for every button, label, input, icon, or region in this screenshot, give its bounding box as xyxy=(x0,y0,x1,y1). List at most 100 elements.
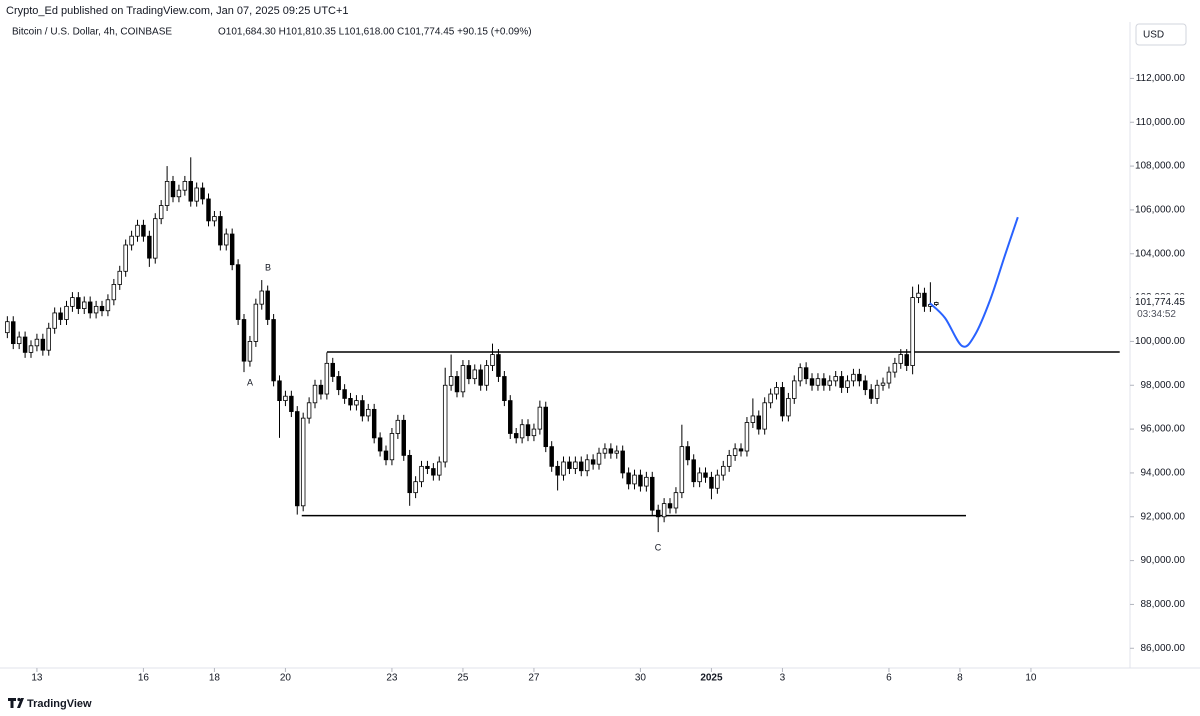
candle-body xyxy=(58,312,63,320)
candle-body xyxy=(525,424,531,437)
candle-body xyxy=(360,400,365,417)
x-tick-label: 20 xyxy=(280,673,292,684)
x-tick-label: 23 xyxy=(386,673,398,684)
y-tick-label: 98,000.00 xyxy=(1141,380,1186,391)
currency-box[interactable] xyxy=(1135,23,1187,46)
candle-body xyxy=(153,218,158,259)
candle-body xyxy=(697,472,702,483)
candle-body xyxy=(797,367,803,382)
candle-body xyxy=(738,448,744,452)
candle-body xyxy=(673,492,679,509)
publisher-line: Crypto_Ed published on TradingView.com, … xyxy=(6,5,349,17)
candle-body xyxy=(584,459,590,472)
candle-body xyxy=(490,354,495,366)
candle-body xyxy=(52,312,57,329)
candle-body xyxy=(348,398,353,406)
candle-body xyxy=(821,378,827,386)
candle-body xyxy=(756,415,761,430)
candle-body xyxy=(158,205,164,220)
candle-body xyxy=(200,187,205,200)
candle-body xyxy=(466,365,472,380)
candle-body xyxy=(407,454,412,494)
candle-body xyxy=(573,461,578,469)
candle-body xyxy=(87,301,93,314)
candle-body xyxy=(188,181,193,202)
candle-body xyxy=(833,376,838,382)
candle-body xyxy=(549,446,554,467)
candle-body xyxy=(271,319,276,382)
candle-body xyxy=(460,365,466,393)
y-tick-label: 100,000.00 xyxy=(1135,336,1185,347)
candle-body xyxy=(413,481,418,494)
candle-body xyxy=(531,428,537,437)
candle-body xyxy=(508,400,513,434)
candle-body xyxy=(620,450,625,474)
candle-body xyxy=(827,380,832,386)
symbol: Bitcoin / U.S. Dollar, 4h, COINBASE xyxy=(12,27,172,38)
candle-body xyxy=(306,402,312,419)
countdown: 03:34:52 xyxy=(1137,309,1176,320)
candle-body xyxy=(934,302,939,305)
wave-label: C xyxy=(655,542,662,552)
candle-body xyxy=(259,290,264,305)
candle-body xyxy=(117,270,122,285)
candle-body xyxy=(129,235,134,246)
candle-body xyxy=(312,384,318,404)
candle-body xyxy=(655,509,661,518)
candle-body xyxy=(135,224,140,237)
candle-body xyxy=(111,284,117,301)
candle-body xyxy=(454,376,460,393)
brand-name: TradingView xyxy=(27,698,92,710)
candle-body xyxy=(809,378,815,386)
candle-body xyxy=(904,354,909,366)
candle-body xyxy=(750,415,756,423)
candle-body xyxy=(780,387,785,417)
x-tick-label: 25 xyxy=(457,673,469,684)
candle-body xyxy=(448,376,454,386)
x-tick-label: 2025 xyxy=(700,673,723,684)
candle-body xyxy=(11,321,16,345)
candle-body xyxy=(425,465,430,469)
candle-body xyxy=(389,433,395,461)
candle-body xyxy=(431,468,436,476)
candle-body xyxy=(241,319,247,362)
candle-body xyxy=(371,408,377,439)
candle-body xyxy=(650,476,655,511)
y-tick-label: 94,000.00 xyxy=(1141,468,1186,479)
candle-body xyxy=(868,389,874,399)
candle-body xyxy=(40,338,46,351)
candle-body xyxy=(336,376,341,391)
candle-body xyxy=(366,408,371,417)
y-tick-label: 106,000.00 xyxy=(1135,205,1185,216)
candle-body xyxy=(851,373,856,382)
candle-body xyxy=(99,305,105,312)
candle-body xyxy=(277,380,282,402)
candle-body xyxy=(555,465,560,476)
candle-body xyxy=(28,345,34,353)
candle-body xyxy=(614,450,619,454)
candle-body xyxy=(170,181,176,198)
candle-body xyxy=(898,354,903,364)
y-tick-label: 104,000.00 xyxy=(1135,248,1185,259)
candle-body xyxy=(916,292,921,298)
candle-body xyxy=(496,354,501,377)
currency: USD xyxy=(1143,30,1164,41)
candle-body xyxy=(608,448,614,454)
y-tick-label: 92,000.00 xyxy=(1141,511,1186,522)
candle-body xyxy=(632,474,637,485)
candle-body xyxy=(502,376,507,402)
candle-body xyxy=(253,303,259,342)
candle-body xyxy=(715,474,720,489)
candle-body xyxy=(880,382,886,386)
candle-body xyxy=(5,321,10,334)
candle-body xyxy=(892,362,898,373)
candle-body xyxy=(543,406,548,448)
candle-body xyxy=(691,459,696,483)
y-tick-label: 112,000.00 xyxy=(1136,73,1186,84)
x-tick-label: 18 xyxy=(209,673,221,684)
candle-body xyxy=(229,233,235,266)
x-tick-label: 30 xyxy=(635,673,647,684)
candle-body xyxy=(661,503,667,518)
candle-body xyxy=(93,305,99,314)
